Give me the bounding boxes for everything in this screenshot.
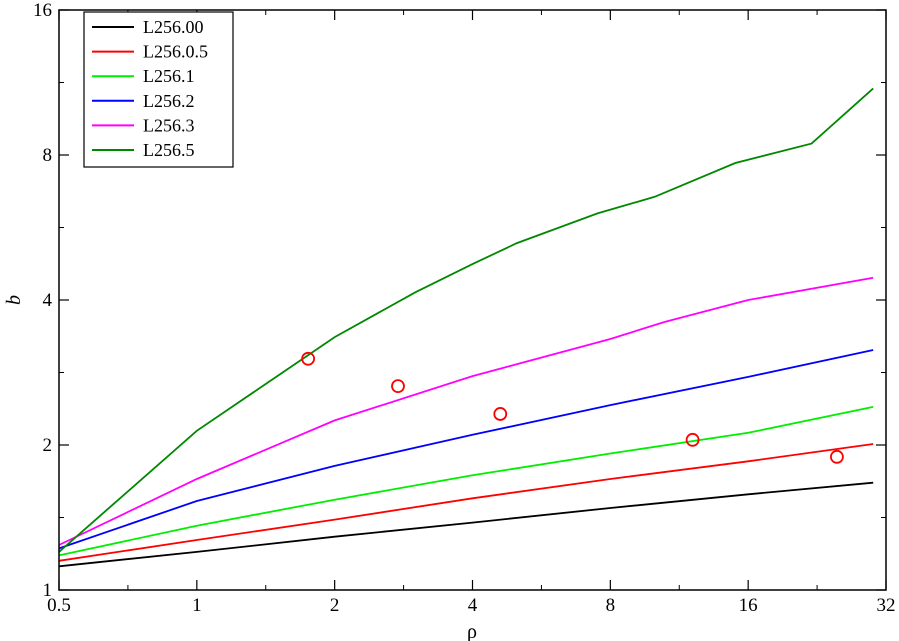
marker-circle bbox=[391, 379, 405, 394]
x-tick-label: 1 bbox=[192, 595, 202, 616]
series-line-l256-3 bbox=[58, 276, 874, 546]
series-line-l256-1 bbox=[58, 406, 874, 557]
legend-label: L256.0.5 bbox=[143, 42, 208, 62]
legend-label: L256.5 bbox=[143, 140, 195, 160]
legend-label: L256.00 bbox=[143, 17, 204, 37]
legend: L256.00 L256.0.5 L256.1 L256.2 L256.3 L256.5 bbox=[83, 11, 234, 168]
marker-circle bbox=[830, 449, 844, 464]
x-tick-label: 16 bbox=[739, 595, 758, 616]
y-tick-label: 8 bbox=[43, 145, 53, 166]
x-tick-label: 8 bbox=[606, 595, 616, 616]
y-tick-label: 16 bbox=[33, 0, 52, 21]
series-line-l256-00 bbox=[58, 481, 874, 568]
markers bbox=[301, 351, 844, 464]
x-axis-title: ρ bbox=[467, 621, 477, 641]
series-line-l256-5 bbox=[58, 87, 874, 553]
legend-label: L256.3 bbox=[143, 115, 195, 135]
series-line-l256-2 bbox=[58, 349, 874, 550]
y-tick-label: 4 bbox=[43, 290, 53, 311]
legend-label: L256.2 bbox=[143, 91, 195, 111]
curves bbox=[58, 87, 874, 568]
legend-label: L256.1 bbox=[143, 66, 195, 86]
marker-circle bbox=[493, 407, 508, 421]
y-axis-title: b bbox=[3, 295, 25, 305]
plot-frame bbox=[58, 9, 887, 591]
y-tick-label: 2 bbox=[43, 435, 53, 456]
legend-box bbox=[83, 11, 234, 168]
x-tick-label: 0.5 bbox=[47, 595, 71, 616]
x-tick-label: 2 bbox=[330, 595, 340, 616]
y-tick-label: 1 bbox=[43, 580, 53, 601]
series-line-l256-0-5 bbox=[58, 443, 874, 562]
marker-circle bbox=[301, 351, 316, 366]
x-tick-label: 4 bbox=[468, 595, 478, 616]
x-tick-label: 32 bbox=[877, 595, 896, 616]
marker-circle bbox=[685, 432, 700, 447]
